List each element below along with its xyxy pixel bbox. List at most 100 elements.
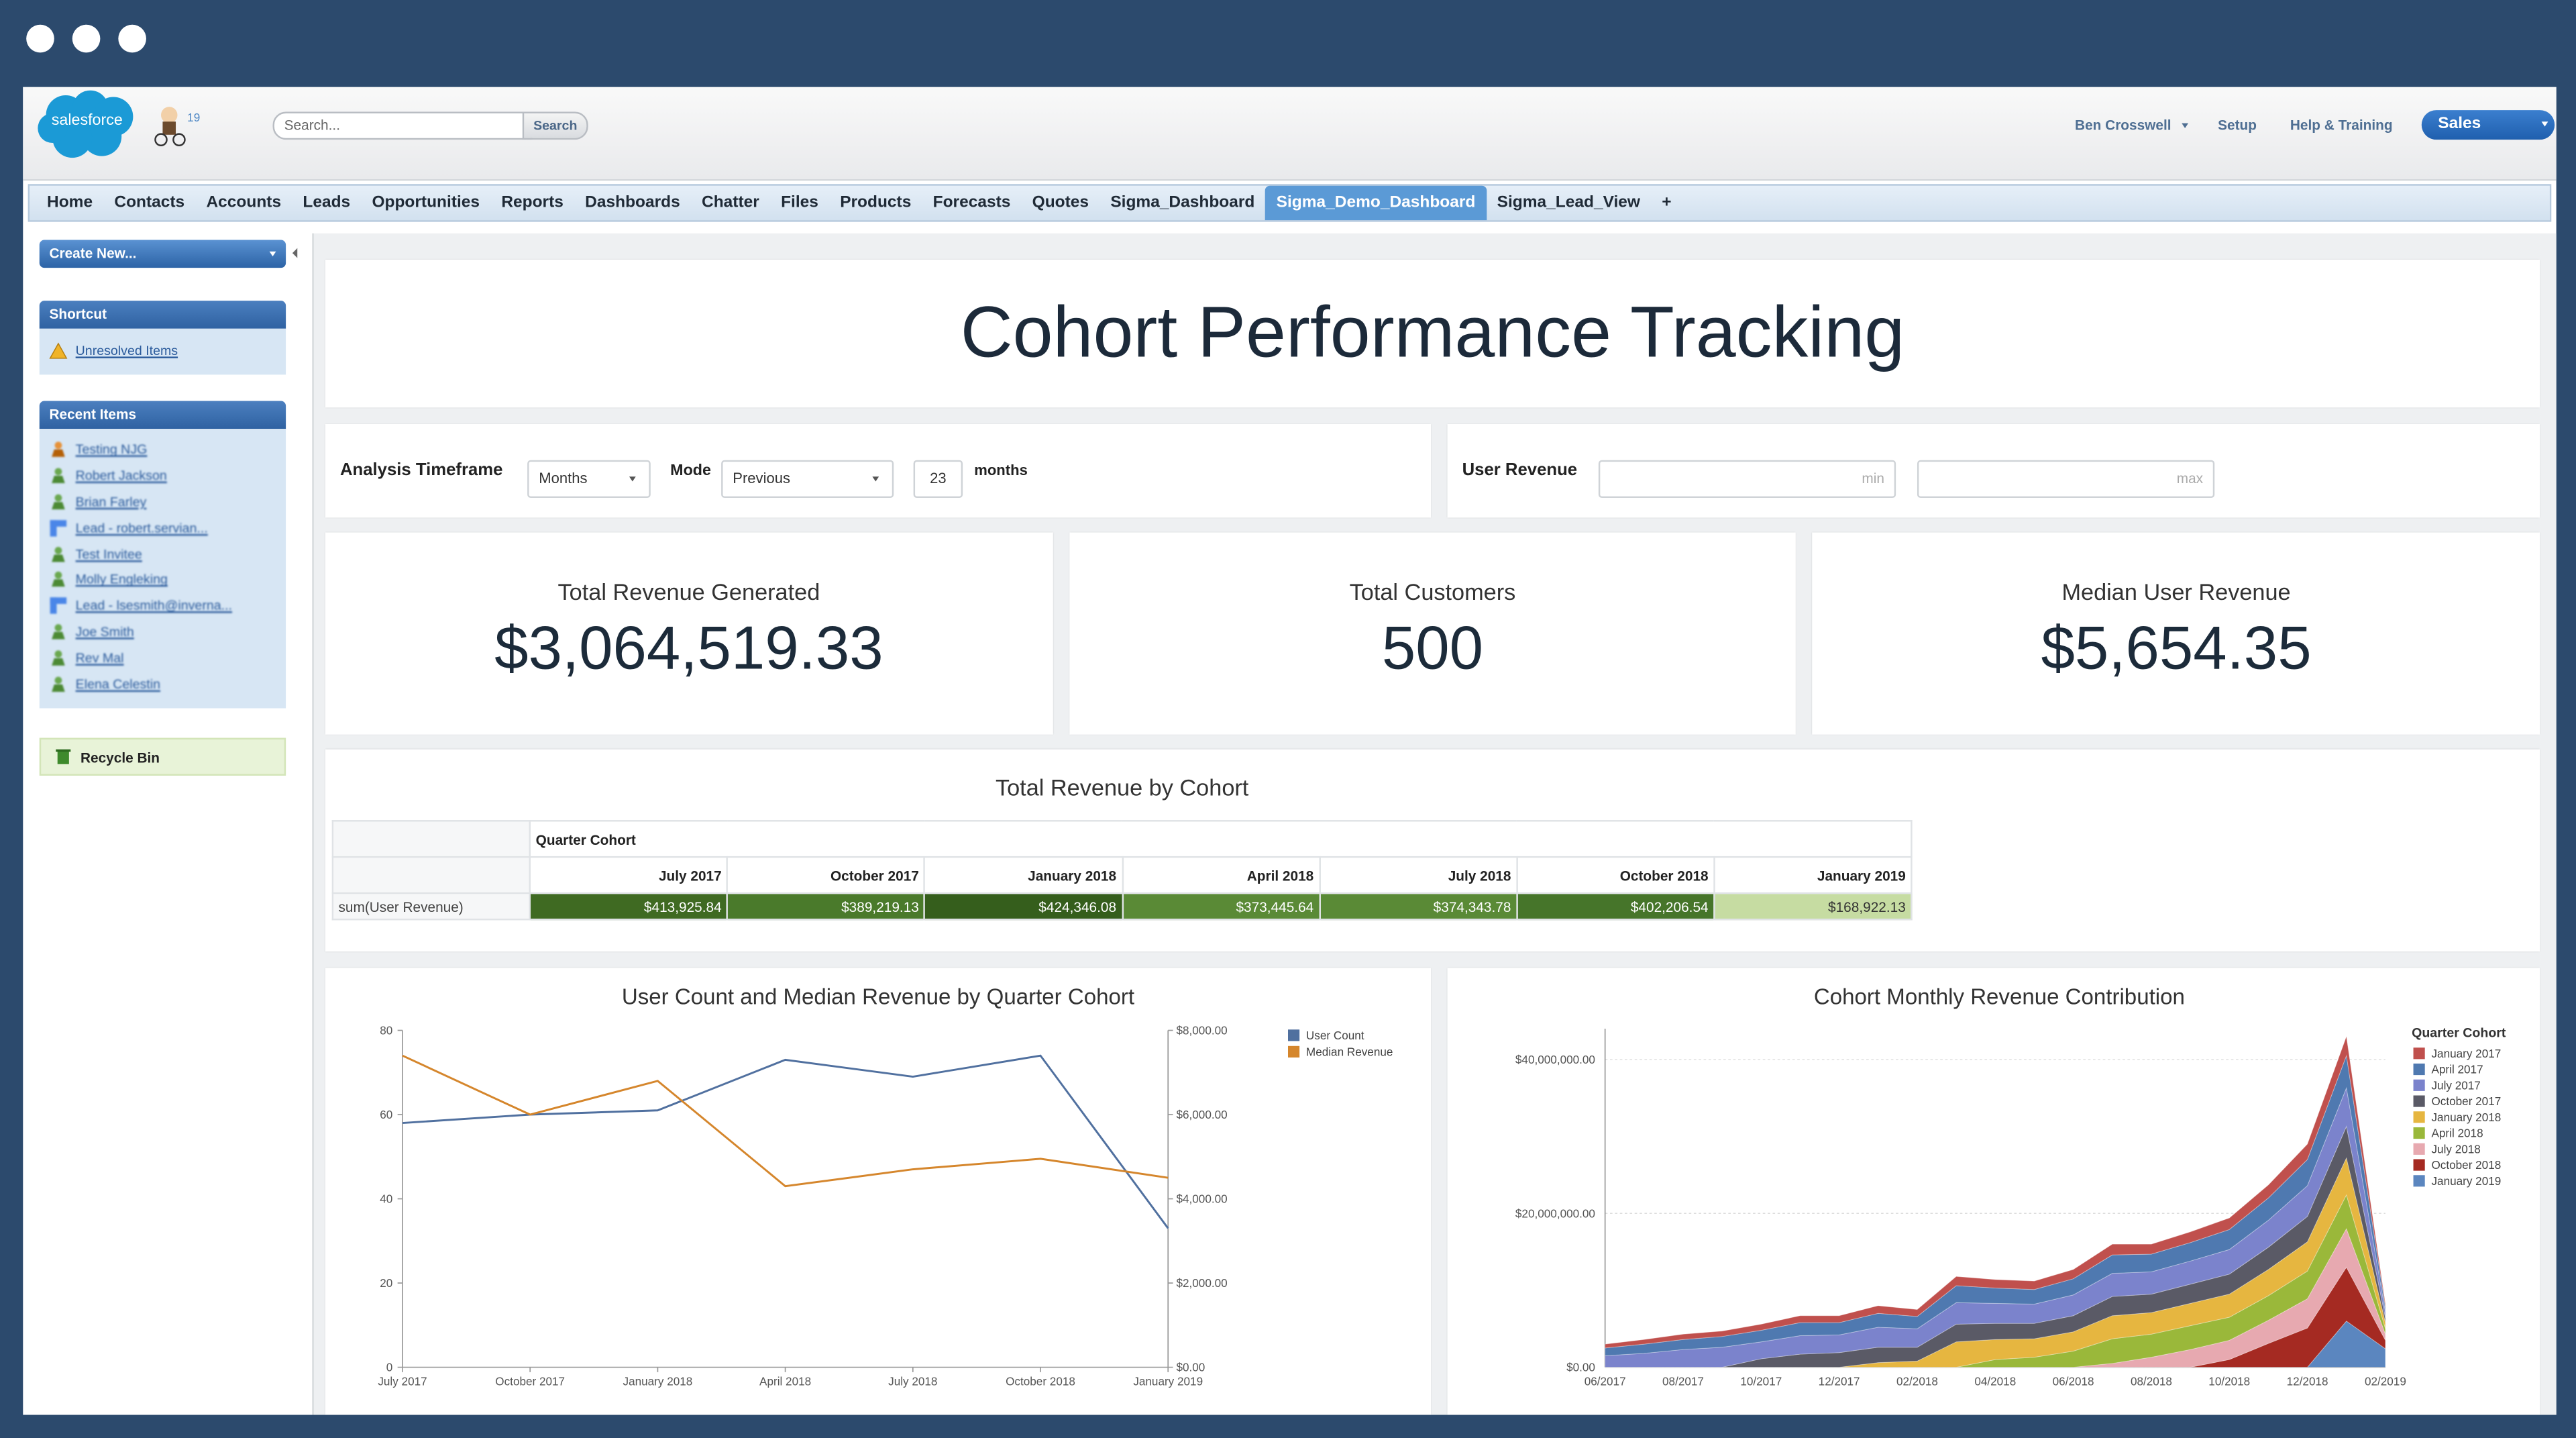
tab[interactable]: Accounts <box>206 193 282 212</box>
kpi-value: 500 <box>1381 614 1484 682</box>
badge: 19 <box>187 113 201 125</box>
min-input[interactable]: min <box>1598 460 1896 499</box>
y2-tick-label: $6,000.00 <box>1176 1108 1227 1121</box>
recent-item[interactable]: Molly Engleking <box>40 567 286 593</box>
search-button[interactable]: Search <box>522 111 588 140</box>
recent-item[interactable]: Rev Mal <box>40 645 286 671</box>
tab[interactable]: Quotes <box>1032 193 1089 212</box>
recent-item[interactable]: Joe Smith <box>40 619 286 645</box>
legend-swatch <box>2413 1127 2425 1139</box>
tab[interactable]: Sigma_Dashboard <box>1110 193 1255 212</box>
tab[interactable]: Dashboards <box>585 193 680 212</box>
tab[interactable]: Opportunities <box>372 193 480 212</box>
max-input[interactable]: max <box>1917 460 2215 499</box>
item-icon <box>52 624 65 639</box>
count-input[interactable]: 23 <box>913 460 963 499</box>
pivot-corner <box>331 856 531 894</box>
x-tick-label: January 2019 <box>1133 1374 1203 1388</box>
recent-item[interactable]: Lead - robert.servian... <box>40 515 286 541</box>
tab[interactable]: Sigma_Lead_View <box>1497 193 1640 212</box>
item-icon <box>50 519 67 537</box>
header-link[interactable]: Setup <box>2218 116 2257 134</box>
tab[interactable]: Forecasts <box>932 193 1011 212</box>
y-tick-label: 20 <box>380 1276 392 1290</box>
user-name: Ben Crosswell <box>2075 116 2171 134</box>
tab[interactable]: Sigma_Demo_Dashboard <box>1265 185 1487 221</box>
area-layer <box>1605 1157 2386 1368</box>
count-unit: months <box>974 462 1028 478</box>
logo[interactable]: salesforce <box>36 89 142 161</box>
tab[interactable]: Reports <box>501 193 564 212</box>
y-tick-label: 40 <box>380 1192 392 1206</box>
app-menu[interactable]: Sales <box>2421 110 2555 140</box>
dashboard-title: Cohort Performance Tracking <box>960 292 1905 373</box>
column-header: October 2017 <box>727 856 926 894</box>
column-header: July 2018 <box>1318 856 1518 894</box>
recent-item[interactable]: Lead - lsesmith@inverna... <box>40 593 286 619</box>
add-tab[interactable]: + <box>1662 193 1672 212</box>
legend-swatch <box>2413 1095 2425 1107</box>
tab[interactable]: Products <box>840 193 912 212</box>
filter-label: User Revenue <box>1462 460 1578 480</box>
recycle-label: Recycle Bin <box>80 748 160 766</box>
pivot-cell: $424,346.08 <box>924 892 1123 921</box>
caret <box>2181 123 2188 129</box>
column-header: April 2018 <box>1121 856 1321 894</box>
user-menu[interactable]: Ben Crosswell <box>2075 117 2188 133</box>
window-dot <box>26 24 54 53</box>
kpi-card: Total Revenue Generated $3,064,519.33 <box>325 532 1053 735</box>
tab[interactable]: Chatter <box>702 193 759 212</box>
item-icon <box>52 494 65 510</box>
collapse-handle[interactable] <box>292 248 298 258</box>
filter-card: Analysis Timeframe Months Mode Previous … <box>325 423 1432 518</box>
legend-swatch <box>2413 1063 2425 1076</box>
item-label: Molly Engleking <box>75 572 168 588</box>
legend-label: July 2017 <box>2431 1078 2480 1092</box>
row-header: sum(User Revenue) <box>331 892 531 921</box>
unit-select[interactable]: Months <box>527 460 651 499</box>
item-label: Test Invitee <box>75 546 142 562</box>
pivot-cell: $373,445.64 <box>1121 892 1321 921</box>
y2-tick-label: $0.00 <box>1176 1361 1205 1374</box>
area-layer <box>1605 1036 2386 1349</box>
x-tick-label: 06/2018 <box>2053 1374 2094 1388</box>
tab[interactable]: Contacts <box>114 193 185 212</box>
x-tick-label: April 2018 <box>759 1374 811 1388</box>
chart-card: Cohort Monthly Revenue Contribution $0.00… <box>1447 968 2540 1415</box>
legend-label: July 2018 <box>2431 1142 2480 1155</box>
y-tick-label: $40,000,000.00 <box>1515 1053 1595 1066</box>
column-header: January 2018 <box>924 856 1123 894</box>
legend-swatch <box>2413 1047 2425 1060</box>
series-line <box>402 1054 1169 1229</box>
create-new-button[interactable]: Create New... <box>39 240 286 268</box>
tab[interactable]: Home <box>47 193 93 212</box>
recent-item[interactable]: Elena Celestin <box>40 671 286 697</box>
legend-label: January 2019 <box>2431 1174 2501 1188</box>
kpi-card: Total Customers 500 <box>1069 532 1796 735</box>
legend-swatch <box>1288 1029 1300 1041</box>
x-tick-label: 04/2018 <box>1974 1374 2016 1388</box>
recent-item[interactable]: Testing NJG <box>40 437 286 463</box>
header-link[interactable]: Help & Training <box>2290 116 2393 134</box>
mode-select[interactable]: Previous <box>721 460 894 499</box>
recent-item[interactable]: Brian Farley <box>40 489 286 515</box>
tab[interactable]: Files <box>781 193 818 212</box>
window-border <box>0 1415 2576 1438</box>
tab[interactable]: Leads <box>303 193 351 212</box>
column-header: July 2017 <box>529 856 729 894</box>
item-label: Rev Mal <box>75 650 124 666</box>
recent-item[interactable]: Test Invitee <box>40 541 286 567</box>
recent-item[interactable]: Robert Jackson <box>40 463 286 489</box>
search-input[interactable]: Search... <box>272 111 533 140</box>
pivot-card: Total Revenue by Cohort Quarter Cohort Ju… <box>325 749 2540 952</box>
item-icon <box>52 468 65 484</box>
y2-tick-label: $2,000.00 <box>1176 1276 1227 1290</box>
x-tick-label: October 2018 <box>1006 1374 1075 1388</box>
shortcut-item[interactable]: Unresolved Items <box>40 338 286 364</box>
shortcut-header: Shortcut <box>39 301 286 329</box>
x-tick-label: 10/2018 <box>2208 1374 2250 1388</box>
item-icon <box>50 597 67 615</box>
item-icon <box>52 546 65 562</box>
recycle-bin[interactable]: Recycle Bin <box>39 737 286 776</box>
